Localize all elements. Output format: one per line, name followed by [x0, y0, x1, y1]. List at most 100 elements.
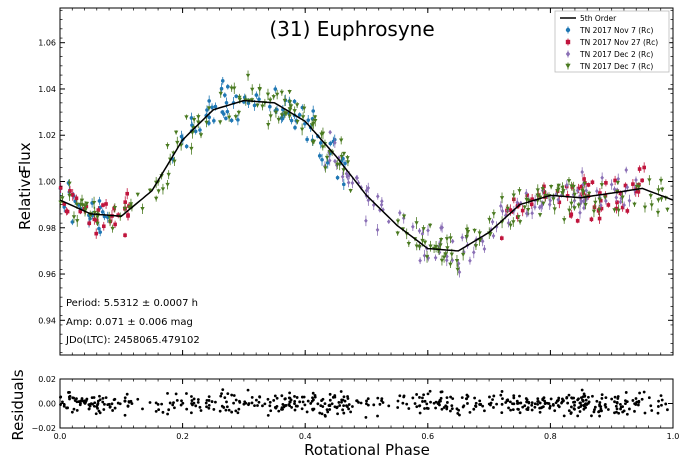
legend-label: TN 2017 Dec 2 (Rc) — [579, 50, 653, 59]
residual-point — [303, 403, 307, 407]
residual-point — [234, 398, 238, 402]
x-tick-label: 0.8 — [544, 432, 557, 441]
data-point — [110, 226, 115, 231]
legend-series: TN 2017 Nov 7 (Rc) TN 2017 Nov 27 (Rc) TN … — [565, 26, 658, 71]
residual-point — [336, 412, 339, 416]
data-point — [310, 140, 316, 145]
data-point — [233, 115, 238, 120]
residual-point — [616, 397, 620, 400]
residual-point — [523, 404, 527, 408]
residual-point — [549, 397, 553, 401]
residual-point — [449, 395, 453, 399]
data-point — [96, 208, 101, 212]
residual-point — [451, 397, 455, 401]
main-y-ticks: 0.94 0.96 0.98 1.00 1.02 1.04 1.06 — [38, 9, 673, 354]
data-point — [656, 198, 661, 203]
residual-point — [418, 404, 421, 408]
y-tick-label: 1.06 — [38, 39, 56, 48]
residual-point — [75, 409, 79, 412]
data-point — [381, 207, 385, 213]
residual-point — [311, 408, 315, 412]
residual-point — [166, 412, 169, 416]
residual-point — [277, 409, 281, 413]
residual-point — [111, 409, 115, 412]
residual-point — [526, 408, 530, 412]
residual-point — [349, 410, 353, 414]
residual-point — [281, 403, 285, 406]
data-point — [511, 193, 516, 198]
residual-point — [254, 398, 258, 402]
residual-point — [465, 393, 469, 397]
residual-point — [450, 407, 454, 411]
residual-point — [71, 396, 75, 400]
residual-point — [330, 402, 334, 406]
residual-point — [407, 407, 411, 410]
residual-point — [318, 411, 322, 415]
data-point — [280, 116, 285, 121]
residual-point — [283, 397, 287, 401]
residual-point — [613, 411, 616, 415]
data-point — [198, 128, 202, 132]
residual-point — [346, 397, 350, 400]
residual-point — [600, 393, 604, 397]
residual-y-tick-label: 0.02 — [38, 375, 56, 384]
data-point — [213, 104, 218, 109]
data-point — [123, 200, 128, 204]
residual-point — [538, 406, 542, 410]
data-point — [375, 227, 380, 233]
data-point — [660, 187, 665, 192]
data-point — [623, 183, 628, 188]
residual-point — [253, 404, 256, 408]
data-point — [526, 199, 532, 204]
residual-point — [246, 388, 250, 392]
data-point — [471, 250, 476, 255]
data-point — [632, 202, 637, 207]
data-point — [70, 220, 75, 224]
data-point — [273, 87, 278, 91]
data-point — [71, 215, 77, 220]
data-point — [189, 116, 194, 120]
data-point — [225, 84, 230, 89]
residual-point — [372, 403, 376, 407]
residual-point — [434, 406, 437, 410]
data-point — [417, 245, 422, 250]
residual-point — [518, 411, 522, 415]
data-point — [578, 194, 582, 199]
residual-point — [223, 396, 227, 400]
residual-point — [573, 407, 576, 411]
data-point — [218, 120, 223, 125]
data-point — [91, 200, 97, 205]
residual-point — [450, 404, 454, 408]
data-point — [584, 188, 589, 193]
data-point — [341, 182, 346, 187]
data-point — [582, 199, 587, 205]
residual-point — [130, 402, 134, 405]
residual-point — [309, 402, 313, 405]
residual-point — [656, 405, 660, 408]
data-point — [620, 195, 625, 200]
residual-point — [273, 394, 277, 398]
legend-marker — [565, 51, 571, 57]
data-point — [540, 187, 545, 192]
residual-point — [544, 401, 547, 405]
residual-point — [492, 394, 496, 398]
data-point — [341, 151, 347, 156]
residual-point — [515, 399, 519, 403]
data-point — [193, 129, 198, 134]
residual-point — [174, 392, 178, 396]
data-point — [401, 214, 407, 219]
data-point — [572, 206, 577, 211]
residual-point — [617, 411, 621, 415]
data-point — [450, 238, 455, 244]
data-point — [561, 189, 566, 194]
data-point — [631, 182, 635, 186]
residual-point — [275, 396, 279, 400]
data-point — [656, 188, 661, 193]
data-point — [333, 158, 337, 164]
residual-point — [85, 397, 89, 401]
data-point — [343, 161, 347, 166]
residual-point — [432, 401, 436, 405]
data-point — [189, 146, 194, 151]
residual-point — [207, 406, 211, 410]
